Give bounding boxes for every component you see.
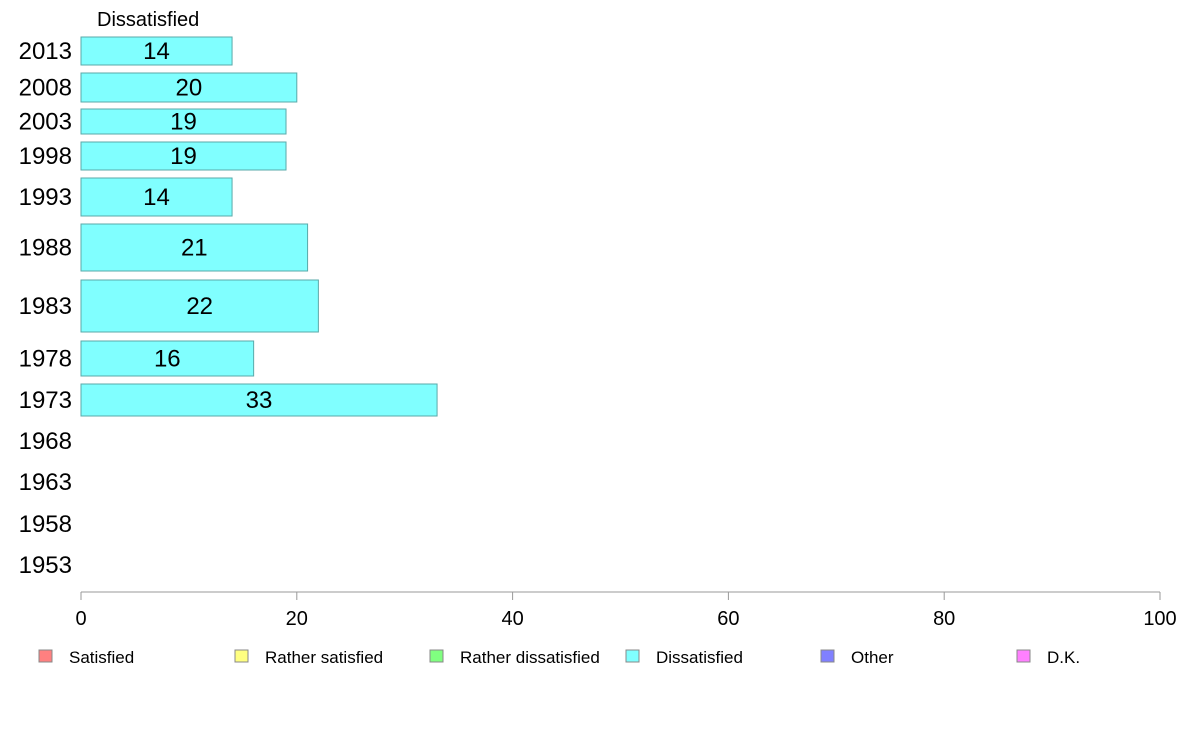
legend-swatch bbox=[820, 649, 835, 663]
x-tick-label: 60 bbox=[717, 608, 739, 630]
bar-value-label: 21 bbox=[181, 235, 208, 262]
bar-value-label: 14 bbox=[143, 184, 170, 211]
legend-swatch bbox=[625, 649, 640, 663]
bar bbox=[80, 340, 255, 377]
bar bbox=[80, 36, 233, 66]
bar-value-label: 14 bbox=[143, 38, 170, 65]
bar bbox=[80, 279, 319, 333]
panel-title: Dissatisfied bbox=[97, 9, 199, 31]
bar bbox=[80, 72, 298, 103]
bar bbox=[80, 383, 438, 417]
legend-label: Rather dissatisfied bbox=[460, 648, 600, 667]
legend-swatch bbox=[1016, 649, 1031, 663]
year-label: 2003 bbox=[19, 109, 72, 136]
legend-label: Dissatisfied bbox=[656, 648, 743, 667]
year-label: 1958 bbox=[19, 511, 72, 538]
year-label: 2008 bbox=[19, 75, 72, 102]
year-labels-group: 2013 2008 2003 1998 1993 1988 1983 1978 1973 1968… bbox=[19, 38, 72, 579]
year-label: 1993 bbox=[19, 184, 72, 211]
legend-label: Satisfied bbox=[69, 648, 134, 667]
year-label: 1968 bbox=[19, 428, 72, 455]
x-axis: 0 20 40 60 80 100 bbox=[75, 591, 1177, 630]
x-tick-label: 40 bbox=[501, 608, 523, 630]
year-label: 1978 bbox=[19, 346, 72, 373]
bar bbox=[80, 223, 309, 272]
bar-value-label: 20 bbox=[176, 75, 203, 102]
legend: Satisfied Rather satisfied Rather dissatis… bbox=[38, 648, 1080, 667]
bar-value-label: 22 bbox=[186, 293, 213, 320]
bar-value-label: 19 bbox=[170, 109, 197, 136]
legend-swatch bbox=[429, 649, 444, 663]
bar-value-label: 19 bbox=[170, 143, 197, 170]
year-label: 1988 bbox=[19, 235, 72, 262]
x-tick-label: 0 bbox=[75, 608, 86, 630]
year-label: 2013 bbox=[19, 38, 72, 65]
year-label: 1973 bbox=[19, 387, 72, 414]
x-tick-label: 20 bbox=[286, 608, 308, 630]
year-label: 1983 bbox=[19, 293, 72, 320]
legend-swatch bbox=[234, 649, 249, 663]
x-tick-label: 80 bbox=[933, 608, 955, 630]
legend-label: Other bbox=[851, 648, 894, 667]
legend-label: Rather satisfied bbox=[265, 648, 383, 667]
bar bbox=[80, 141, 287, 171]
bar bbox=[80, 108, 287, 135]
legend-swatch bbox=[38, 649, 53, 663]
year-label: 1998 bbox=[19, 143, 72, 170]
legend-label: D.K. bbox=[1047, 648, 1080, 667]
bar bbox=[80, 177, 233, 217]
x-tick-label: 100 bbox=[1143, 608, 1176, 630]
year-label: 1963 bbox=[19, 469, 72, 496]
bar-value-label: 16 bbox=[154, 346, 181, 373]
bar-value-label: 33 bbox=[246, 387, 273, 414]
year-label: 1953 bbox=[19, 552, 72, 579]
